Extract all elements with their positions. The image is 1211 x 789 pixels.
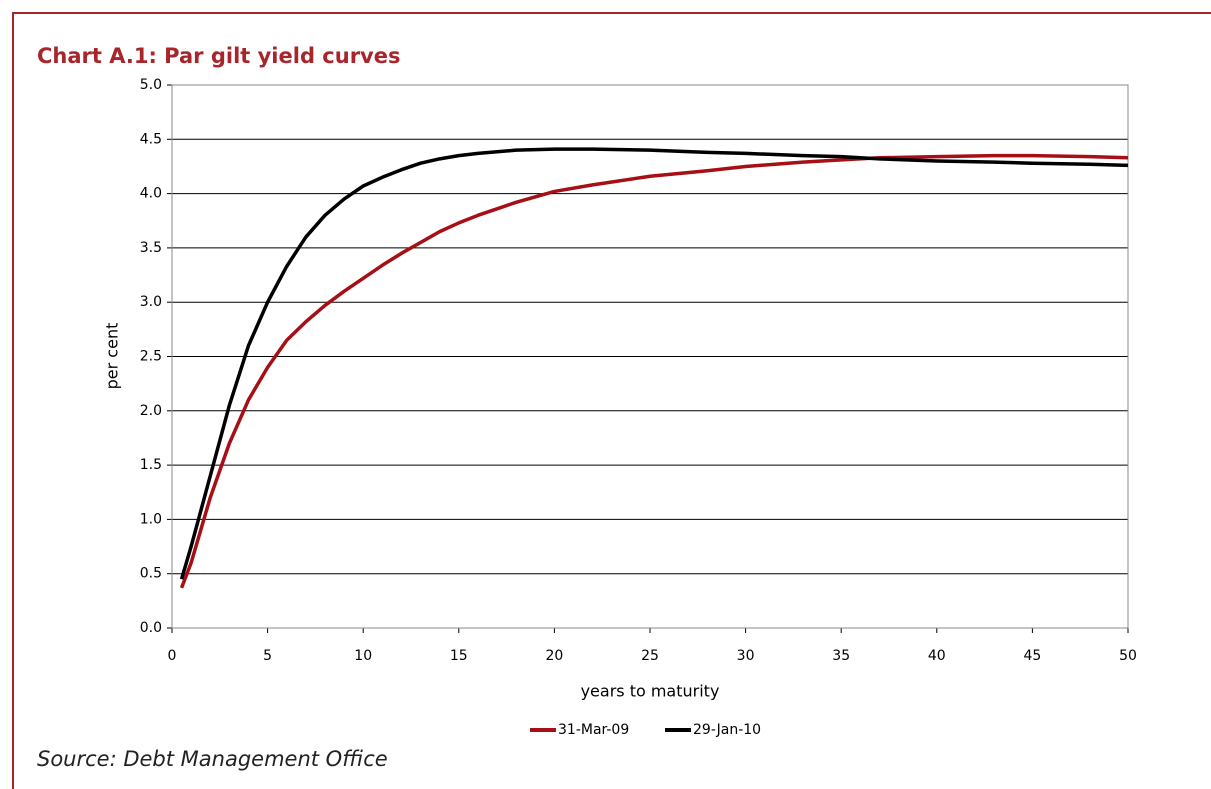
y-tick-label: 0.5 [140, 566, 162, 582]
x-tick-label: 10 [354, 648, 372, 664]
y-tick-label: 4.0 [140, 186, 162, 202]
source: Source: Debt Management Office [37, 747, 388, 771]
legend-label: 31-Mar-09 [558, 722, 629, 738]
y-tick-label: 1.0 [140, 511, 162, 527]
y-tick-label: 2.0 [140, 403, 162, 419]
y-tick-label: 5.0 [140, 77, 162, 93]
x-tick-label: 0 [168, 648, 177, 664]
x-tick-label: 30 [737, 648, 755, 664]
y-tick-label: 3.5 [140, 240, 162, 256]
plot-frame [171, 84, 1129, 629]
x-tick-label: 25 [641, 648, 659, 664]
y-axis-label: per cent [103, 323, 122, 390]
y-tick-label: 4.5 [140, 131, 162, 147]
x-tick-label: 15 [450, 648, 468, 664]
x-tick-label: 50 [1119, 648, 1137, 664]
y-tick-label: 1.5 [140, 457, 162, 473]
chart-title: Chart A.1: Par gilt yield curves [37, 44, 400, 68]
legend-label: 29-Jan-10 [693, 722, 761, 738]
x-tick-label: 20 [545, 648, 563, 664]
x-axis-label: years to maturity [581, 682, 720, 701]
x-tick-label: 40 [928, 648, 946, 664]
x-tick-label: 5 [263, 648, 272, 664]
y-tick-label: 0.0 [140, 620, 162, 636]
x-tick-label: 45 [1023, 648, 1041, 664]
y-tick-label: 2.5 [140, 349, 162, 365]
series-line [179, 153, 1129, 589]
y-tick-label: 3.0 [140, 294, 162, 310]
series-line [179, 147, 1129, 580]
x-tick-label: 35 [832, 648, 850, 664]
